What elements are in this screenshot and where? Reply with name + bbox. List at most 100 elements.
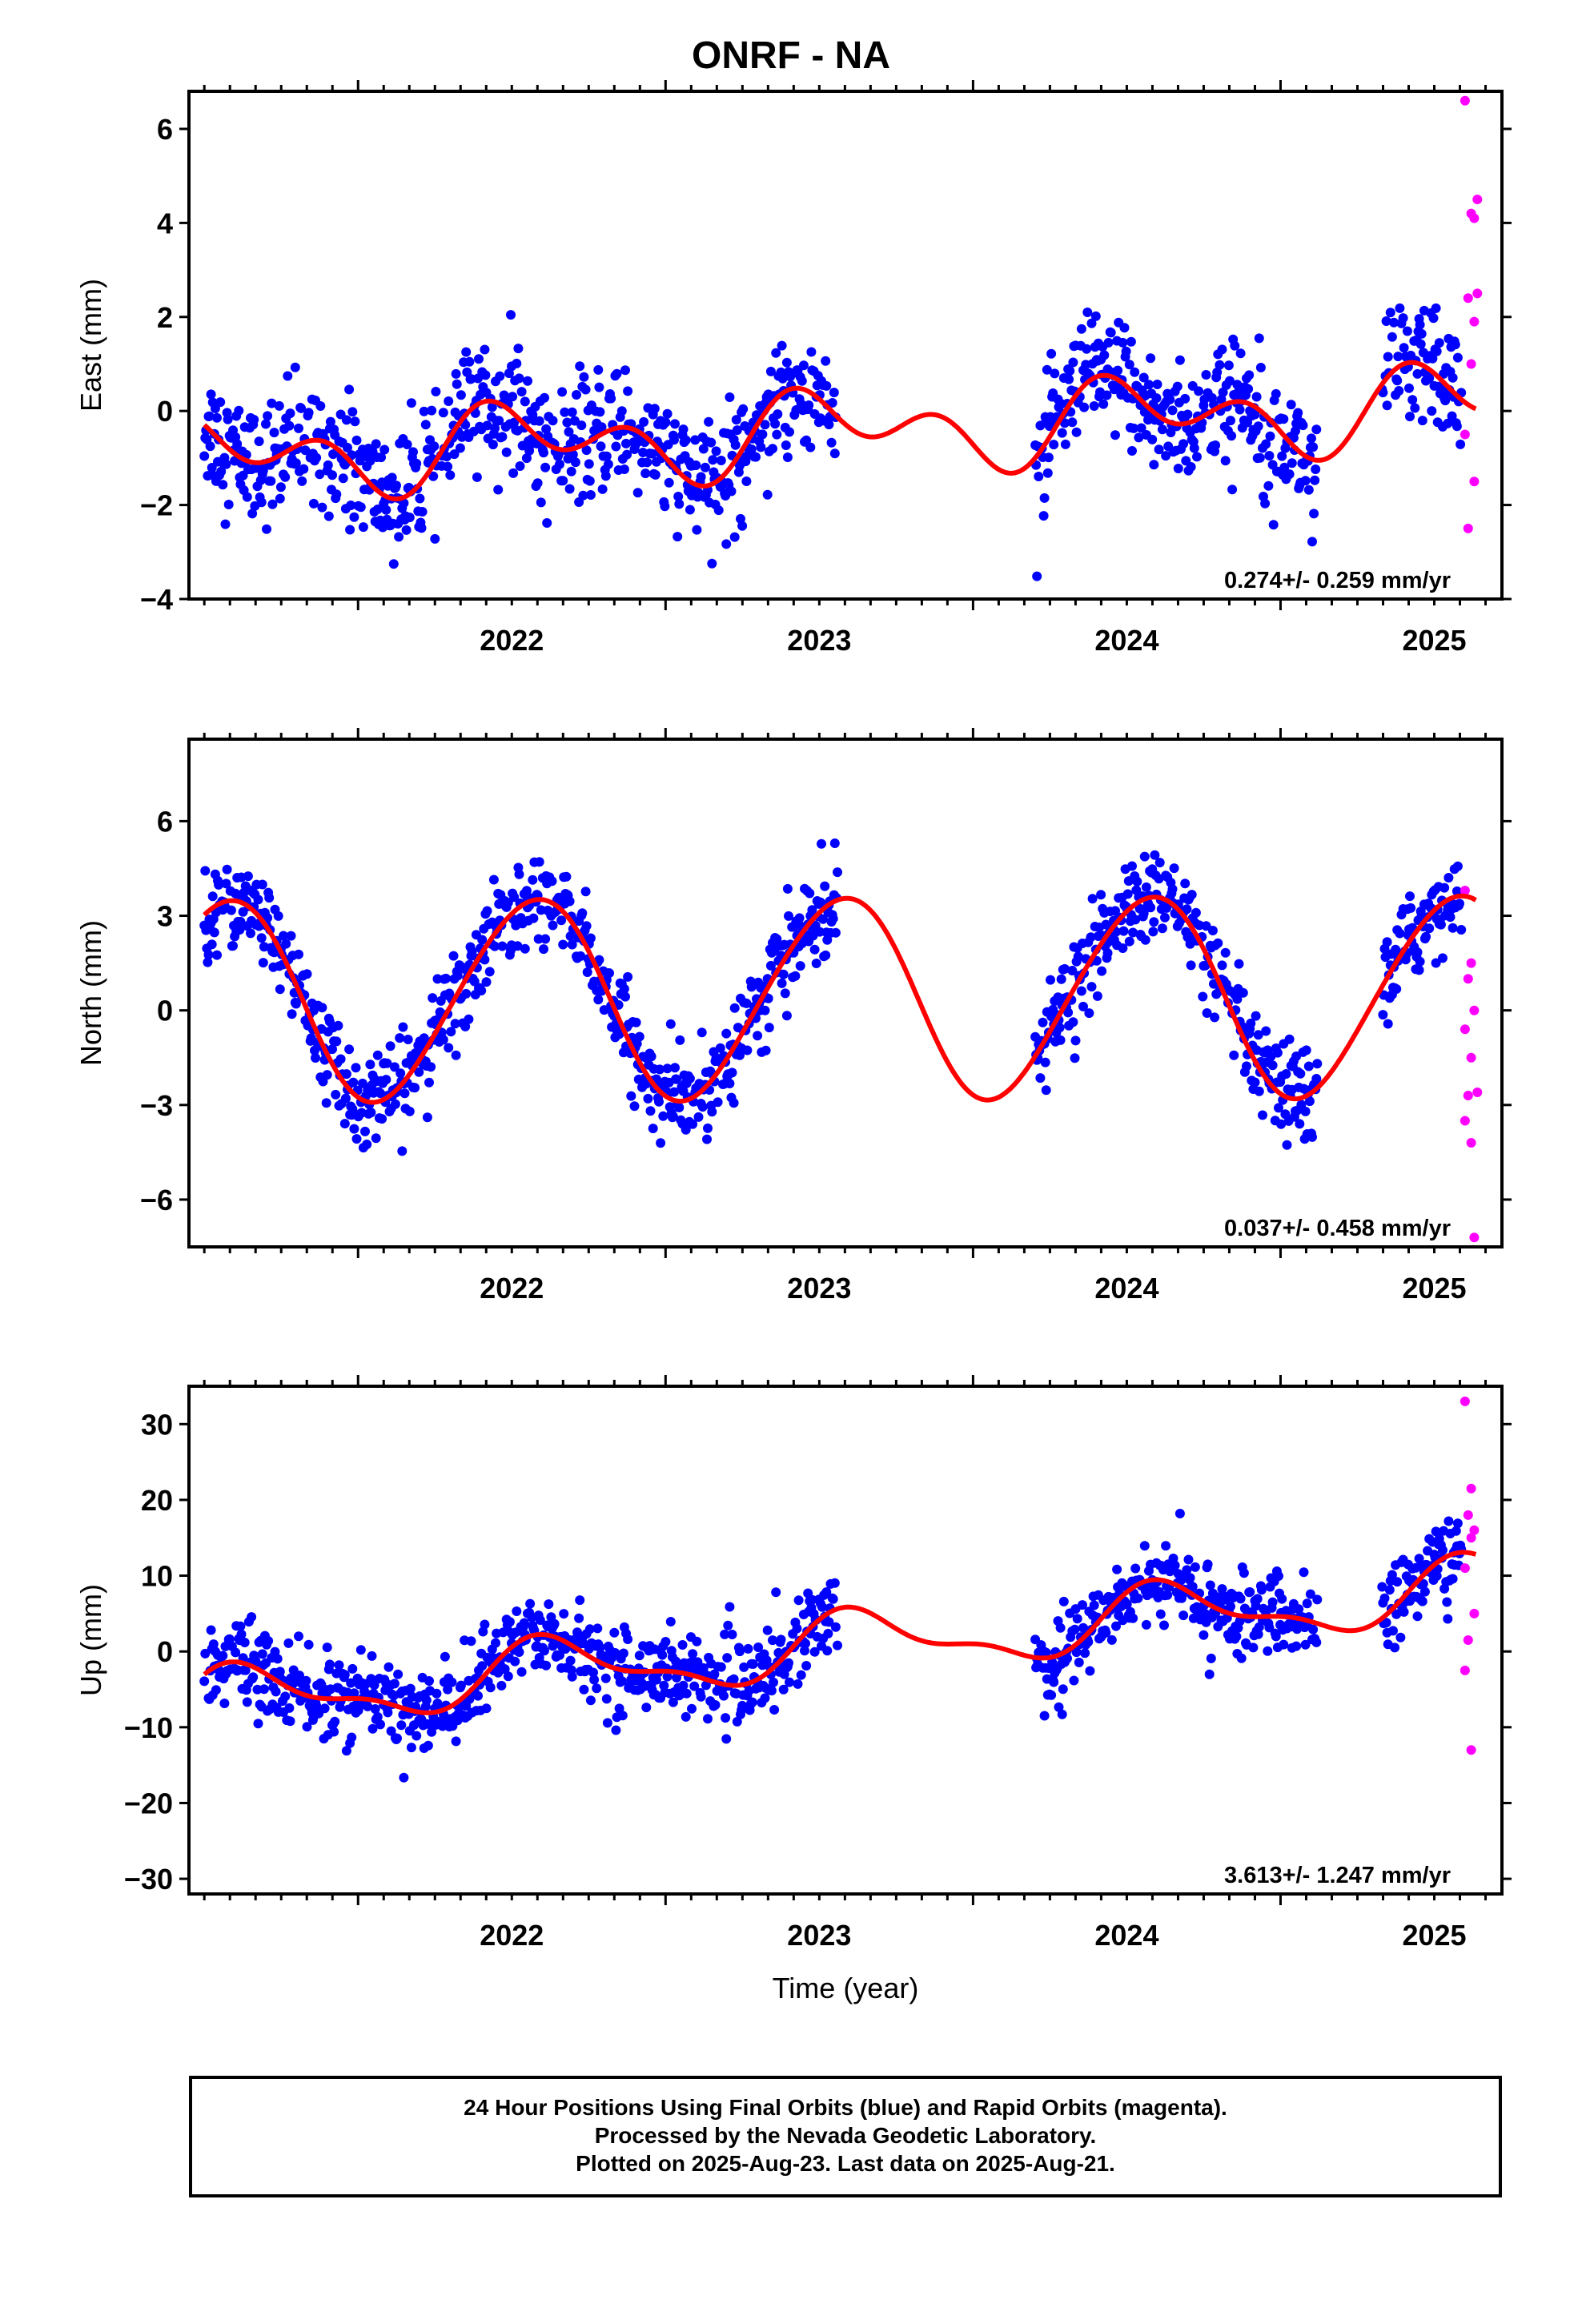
data-point — [452, 379, 462, 389]
data-point — [323, 511, 334, 521]
data-point — [1044, 421, 1054, 432]
data-point — [218, 480, 228, 490]
data-point — [622, 449, 632, 460]
data-point — [1160, 912, 1170, 923]
data-point — [220, 519, 231, 529]
data-point — [1199, 1630, 1209, 1640]
data-point — [1304, 1096, 1315, 1107]
data-point — [491, 1638, 500, 1648]
y-tick-label: 20 — [141, 1484, 173, 1517]
x-tick-label: 2025 — [1402, 1919, 1466, 1952]
data-point — [1307, 537, 1317, 547]
data-point — [1239, 1568, 1249, 1578]
data-point — [1307, 433, 1316, 444]
data-point — [809, 944, 820, 955]
data-point — [280, 472, 291, 482]
data-point — [585, 1695, 596, 1706]
data-point — [776, 1634, 786, 1645]
data-point — [1186, 890, 1197, 900]
data-point — [323, 460, 333, 470]
data-point — [258, 958, 268, 968]
data-point — [1388, 1626, 1398, 1636]
data-point — [206, 389, 216, 400]
data-point — [404, 1106, 415, 1116]
data-point — [1178, 1610, 1189, 1621]
data-point — [1136, 423, 1146, 433]
data-point — [589, 1675, 600, 1685]
data-point — [1042, 468, 1053, 478]
data-point — [1308, 1624, 1319, 1634]
data-point — [347, 1732, 357, 1743]
data-point — [1217, 960, 1227, 971]
data-point — [346, 1678, 356, 1688]
data-point — [528, 875, 538, 885]
data-point — [1311, 424, 1322, 435]
data-point — [396, 1068, 406, 1079]
data-point — [290, 362, 300, 372]
data-point — [703, 1123, 713, 1133]
data-point — [1445, 912, 1456, 923]
data-point — [1076, 324, 1086, 334]
data-point — [1110, 430, 1120, 440]
data-point — [645, 1106, 656, 1116]
data-point — [1311, 1637, 1322, 1647]
data-point — [1186, 960, 1196, 971]
data-point — [800, 1646, 809, 1656]
data-point — [723, 1620, 733, 1630]
data-point — [308, 498, 319, 509]
data-point — [1082, 308, 1093, 317]
data-point — [685, 505, 695, 515]
data-point — [829, 1578, 840, 1588]
data-point — [710, 1700, 721, 1710]
data-point — [349, 1124, 359, 1134]
rapid-point — [1466, 359, 1476, 369]
data-point — [795, 961, 805, 971]
data-point — [817, 1602, 827, 1612]
data-point — [348, 1077, 359, 1088]
data-point — [376, 452, 386, 463]
data-point — [1174, 355, 1185, 365]
data-point — [572, 390, 581, 400]
x-tick-label: 2022 — [480, 624, 544, 657]
data-point — [1452, 1518, 1463, 1529]
data-point — [1191, 907, 1201, 918]
data-point — [1438, 1545, 1447, 1555]
data-point — [1244, 370, 1255, 380]
data-point — [1217, 344, 1227, 355]
data-point — [785, 1677, 794, 1687]
data-point — [1255, 363, 1266, 372]
data-point — [467, 947, 477, 957]
data-point — [540, 934, 551, 944]
data-point — [623, 971, 633, 982]
data-point — [567, 407, 577, 417]
data-point — [821, 380, 832, 391]
data-point — [729, 532, 740, 542]
data-point — [619, 983, 629, 994]
data-point — [1276, 1119, 1287, 1129]
data-point — [1162, 903, 1172, 913]
data-point — [1086, 318, 1097, 328]
data-point — [1455, 899, 1464, 909]
data-point — [584, 459, 594, 469]
data-point — [1274, 1103, 1283, 1113]
data-point — [275, 482, 286, 493]
data-point — [1090, 311, 1101, 321]
data-point — [339, 1670, 350, 1680]
data-point — [1149, 460, 1159, 470]
data-point — [1159, 1620, 1169, 1630]
data-point — [540, 392, 549, 403]
data-point — [1078, 1001, 1088, 1011]
data-point — [764, 1023, 774, 1033]
data-point — [1039, 493, 1050, 503]
data-point — [673, 492, 684, 501]
data-point — [711, 446, 721, 456]
data-point — [528, 913, 539, 923]
final-orbit-points — [199, 303, 1467, 581]
data-point — [604, 968, 614, 979]
rapid-point — [1466, 1745, 1476, 1755]
y-tick-label: −10 — [124, 1711, 173, 1744]
data-point — [1187, 1582, 1198, 1592]
data-point — [1083, 1637, 1094, 1647]
data-point — [1049, 1677, 1059, 1687]
data-point — [616, 406, 627, 416]
